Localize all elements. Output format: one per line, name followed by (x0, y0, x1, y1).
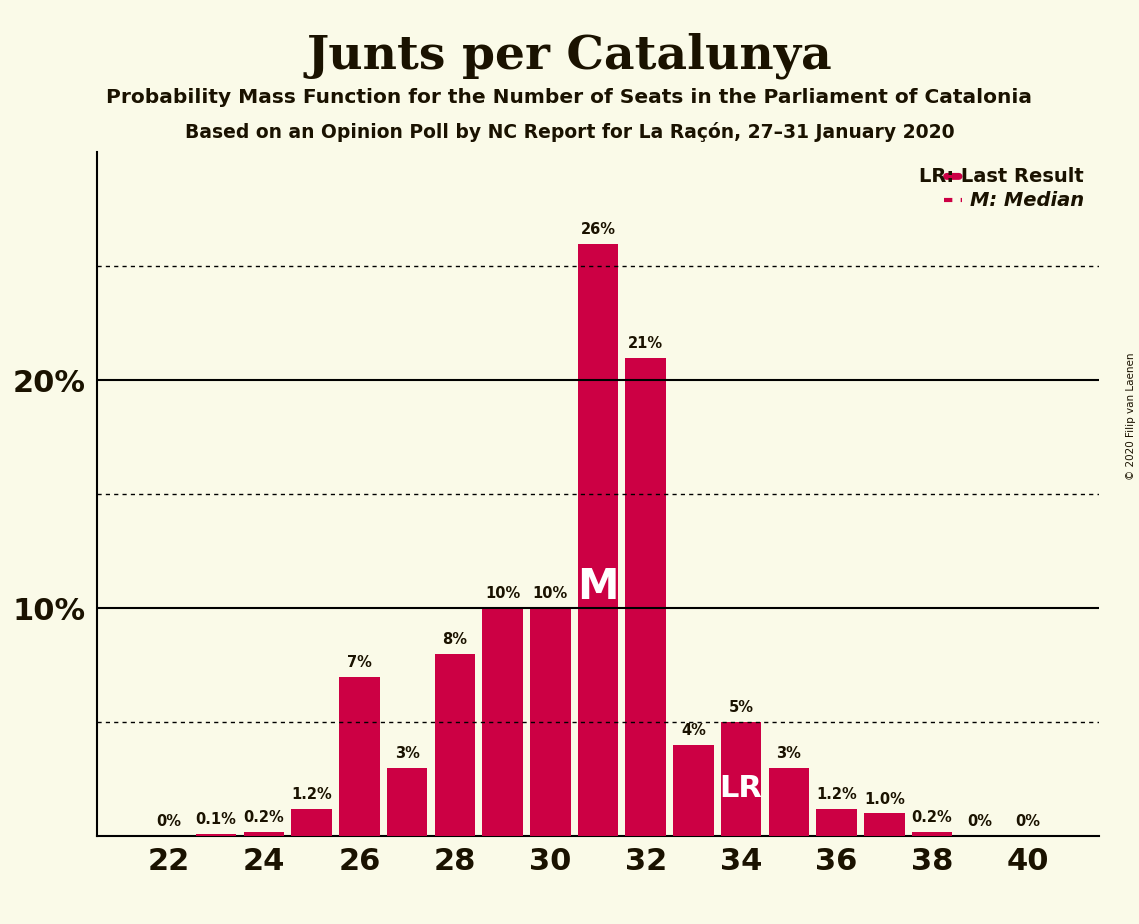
Bar (912, 832, 952, 836)
Text: 0%: 0% (967, 814, 992, 830)
Bar (244, 832, 284, 836)
Text: LR: Last Result: LR: Last Result (919, 167, 1084, 186)
Bar (196, 834, 237, 836)
Text: 7%: 7% (347, 655, 371, 670)
Bar (769, 768, 809, 836)
Text: 1.2%: 1.2% (292, 787, 331, 802)
Text: 10%: 10% (533, 587, 568, 602)
Text: Probability Mass Function for the Number of Seats in the Parliament of Catalonia: Probability Mass Function for the Number… (107, 88, 1032, 107)
Text: 3%: 3% (777, 746, 802, 761)
Text: 0%: 0% (1015, 814, 1040, 830)
Text: 8%: 8% (442, 632, 467, 647)
Text: LR: LR (720, 774, 763, 803)
Text: M: M (577, 566, 618, 608)
Text: 5%: 5% (729, 700, 754, 715)
Bar (434, 654, 475, 836)
Bar (673, 745, 714, 836)
Text: 0.2%: 0.2% (244, 809, 285, 825)
Text: 21%: 21% (628, 335, 663, 351)
Text: 26%: 26% (581, 222, 615, 237)
Bar (292, 808, 331, 836)
Text: M: Median: M: Median (970, 191, 1084, 210)
Text: 0%: 0% (156, 814, 181, 830)
Bar (577, 244, 618, 836)
Text: 3%: 3% (394, 746, 419, 761)
Bar (817, 808, 857, 836)
Text: 1.2%: 1.2% (817, 787, 857, 802)
Bar (530, 608, 571, 836)
Text: 4%: 4% (681, 723, 706, 738)
Bar (865, 813, 904, 836)
Text: Based on an Opinion Poll by NC Report for La Raçón, 27–31 January 2020: Based on an Opinion Poll by NC Report fo… (185, 122, 954, 142)
Text: 0.1%: 0.1% (196, 812, 237, 827)
Bar (721, 723, 762, 836)
Text: 10%: 10% (485, 587, 521, 602)
Text: © 2020 Filip van Laenen: © 2020 Filip van Laenen (1126, 352, 1136, 480)
Text: 0.2%: 0.2% (911, 809, 952, 825)
Bar (387, 768, 427, 836)
Text: Junts per Catalunya: Junts per Catalunya (306, 32, 833, 79)
Text: 1.0%: 1.0% (863, 792, 904, 807)
Bar (482, 608, 523, 836)
Bar (625, 358, 666, 836)
Bar (339, 676, 379, 836)
